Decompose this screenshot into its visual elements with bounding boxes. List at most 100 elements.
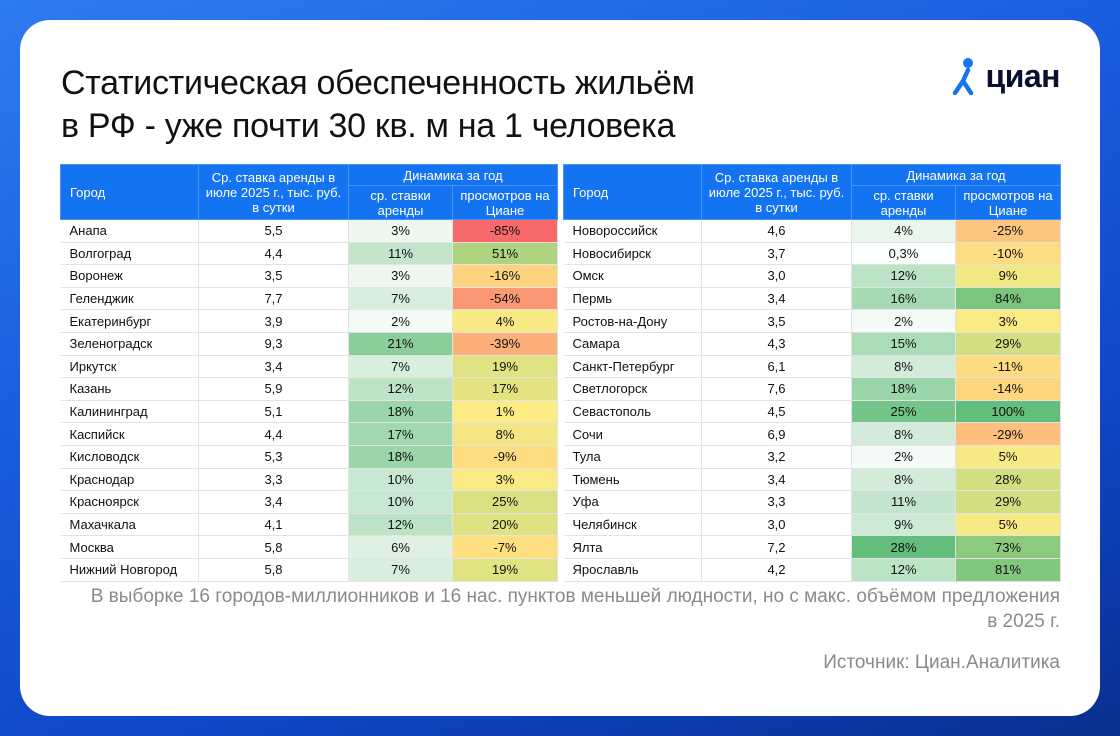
rate-change-cell: 15% <box>851 332 956 356</box>
rate-cell: 6,1 <box>701 355 852 379</box>
views-change-cell: -11% <box>955 355 1061 379</box>
rate-cell: 3,7 <box>701 242 852 266</box>
rate-cell: 5,3 <box>198 445 349 469</box>
rate-cell: 3,2 <box>701 445 852 469</box>
logo-text: циан <box>985 57 1061 94</box>
city-cell: Пермь <box>563 287 702 311</box>
table-row: Калининград 5,1 18% 1% <box>60 400 558 424</box>
views-change-cell: -16% <box>452 264 558 288</box>
views-change-cell: 25% <box>452 490 558 514</box>
rate-cell: 5,5 <box>198 219 349 243</box>
views-change-cell: -29% <box>955 422 1061 446</box>
views-change-cell: 17% <box>452 377 558 401</box>
rate-change-cell: 12% <box>348 377 453 401</box>
table-row: Анапа 5,5 3% -85% <box>60 219 558 243</box>
title-line-1: Статистическая обеспеченность жильём <box>61 64 695 102</box>
table-row: Казань 5,9 12% 17% <box>60 377 558 401</box>
table-row: Новосибирск 3,7 0,3% -10% <box>563 242 1061 266</box>
table-row: Тула 3,2 2% 5% <box>563 445 1061 469</box>
views-change-cell: 81% <box>955 558 1061 582</box>
rate-cell: 9,3 <box>198 332 349 356</box>
table-row: Светлогорск 7,6 18% -14% <box>563 377 1061 401</box>
rate-cell: 3,0 <box>701 513 852 537</box>
header-dynamics: Динамика за год <box>851 164 1061 186</box>
city-cell: Тула <box>563 445 702 469</box>
rate-change-cell: 7% <box>348 558 453 582</box>
city-cell: Новосибирск <box>563 242 702 266</box>
table-row: Севастополь 4,5 25% 100% <box>563 400 1061 424</box>
city-cell: Екатеринбург <box>60 309 199 333</box>
views-change-cell: -7% <box>452 535 558 559</box>
table-row: Ялта 7,2 28% 73% <box>563 535 1061 559</box>
rate-cell: 4,3 <box>701 332 852 356</box>
table-row: Красноярск 3,4 10% 25% <box>60 490 558 514</box>
rate-cell: 5,8 <box>198 535 349 559</box>
rate-change-cell: 8% <box>851 422 956 446</box>
rate-change-cell: 6% <box>348 535 453 559</box>
rate-change-cell: 10% <box>348 490 453 514</box>
views-change-cell: 29% <box>955 332 1061 356</box>
views-change-cell: -39% <box>452 332 558 356</box>
rate-cell: 4,5 <box>701 400 852 424</box>
table-row: Махачкала 4,1 12% 20% <box>60 513 558 537</box>
rate-cell: 7,6 <box>701 377 852 401</box>
views-change-cell: 100% <box>955 400 1061 424</box>
views-change-cell: 8% <box>452 422 558 446</box>
city-cell: Краснодар <box>60 468 199 492</box>
header-city: Город <box>563 164 702 220</box>
city-cell: Волгоград <box>60 242 199 266</box>
table-row: Омск 3,0 12% 9% <box>563 264 1061 288</box>
city-cell: Санкт-Петербург <box>563 355 702 379</box>
table-row: Кисловодск 5,3 18% -9% <box>60 445 558 469</box>
header-rate-change: ср. ставки аренды <box>348 185 453 220</box>
views-change-cell: -14% <box>955 377 1061 401</box>
table-row: Каспийск 4,4 17% 8% <box>60 422 558 446</box>
rate-change-cell: 3% <box>348 264 453 288</box>
rate-cell: 5,9 <box>198 377 349 401</box>
city-cell: Красноярск <box>60 490 199 514</box>
views-change-cell: 19% <box>452 558 558 582</box>
city-cell: Уфа <box>563 490 702 514</box>
title-line-2: в РФ - уже почти 30 кв. м на 1 человека <box>61 107 676 145</box>
city-cell: Казань <box>60 377 199 401</box>
views-change-cell: 5% <box>955 513 1061 537</box>
city-cell: Омск <box>563 264 702 288</box>
rate-change-cell: 0,3% <box>851 242 956 266</box>
rate-cell: 4,1 <box>198 513 349 537</box>
table-row: Геленджик 7,7 7% -54% <box>60 287 558 311</box>
city-cell: Кисловодск <box>60 445 199 469</box>
views-change-cell: -10% <box>955 242 1061 266</box>
table-row: Новороссийск 4,6 4% -25% <box>563 219 1061 243</box>
rate-change-cell: 12% <box>851 264 956 288</box>
city-cell: Махачкала <box>60 513 199 537</box>
views-change-cell: 51% <box>452 242 558 266</box>
table-row: Ростов-на-Дону 3,5 2% 3% <box>563 309 1061 333</box>
rate-cell: 3,3 <box>701 490 852 514</box>
rate-cell: 4,4 <box>198 242 349 266</box>
table-row: Санкт-Петербург 6,1 8% -11% <box>563 355 1061 379</box>
rate-change-cell: 16% <box>851 287 956 311</box>
table-row: Тюмень 3,4 8% 28% <box>563 468 1061 492</box>
source-caption: Источник: Циан.Аналитика <box>823 652 1060 673</box>
rate-cell: 3,9 <box>198 309 349 333</box>
rate-change-cell: 8% <box>851 355 956 379</box>
rate-cell: 5,1 <box>198 400 349 424</box>
sample-note: В выборке 16 городов-миллионников и 16 н… <box>90 586 1060 632</box>
rate-change-cell: 18% <box>851 377 956 401</box>
views-change-cell: 3% <box>452 468 558 492</box>
city-cell: Иркутск <box>60 355 199 379</box>
rate-cell: 3,5 <box>701 309 852 333</box>
views-change-cell: 20% <box>452 513 558 537</box>
views-change-cell: -85% <box>452 219 558 243</box>
page-title: Статистическая обеспеченность жильём в Р… <box>61 62 861 148</box>
rate-change-cell: 3% <box>348 219 453 243</box>
views-change-cell: -25% <box>955 219 1061 243</box>
table-row: Зеленоградск 9,3 21% -39% <box>60 332 558 356</box>
views-change-cell: 84% <box>955 287 1061 311</box>
rate-cell: 3,4 <box>198 490 349 514</box>
rate-change-cell: 28% <box>851 535 956 559</box>
rate-change-cell: 4% <box>851 219 956 243</box>
views-change-cell: 73% <box>955 535 1061 559</box>
city-cell: Ростов-на-Дону <box>563 309 702 333</box>
rate-change-cell: 7% <box>348 355 453 379</box>
